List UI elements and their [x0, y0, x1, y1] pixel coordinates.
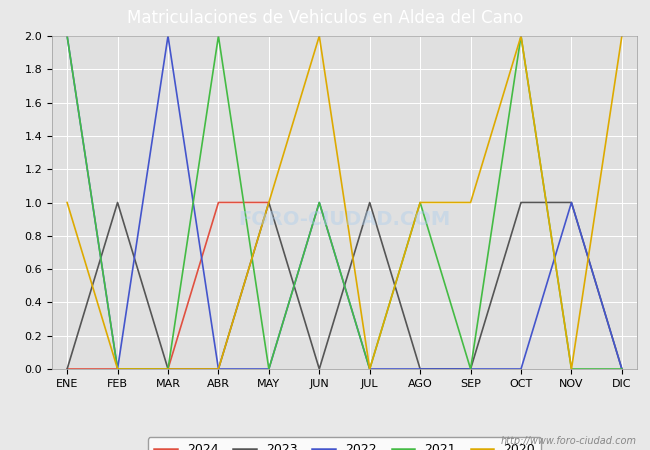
2020 [467, 200, 474, 205]
2024 [214, 200, 222, 205]
2020 [618, 33, 626, 39]
2024 [63, 366, 71, 372]
2024 [114, 366, 122, 372]
2020 [214, 366, 222, 372]
2023 [618, 366, 626, 372]
2021 [265, 366, 273, 372]
2020 [567, 366, 575, 372]
2022 [517, 366, 525, 372]
2021 [315, 200, 323, 205]
2023 [164, 366, 172, 372]
2022 [114, 366, 122, 372]
2023 [265, 200, 273, 205]
2021 [467, 366, 474, 372]
2021 [63, 33, 71, 39]
2021 [214, 33, 222, 39]
2024 [164, 366, 172, 372]
Legend: 2024, 2023, 2022, 2021, 2020: 2024, 2023, 2022, 2021, 2020 [148, 437, 541, 450]
2022 [164, 33, 172, 39]
Line: 2024: 2024 [67, 202, 269, 369]
2022 [265, 366, 273, 372]
Text: Matriculaciones de Vehiculos en Aldea del Cano: Matriculaciones de Vehiculos en Aldea de… [127, 9, 523, 27]
2023 [63, 366, 71, 372]
2022 [63, 33, 71, 39]
Line: 2023: 2023 [67, 202, 622, 369]
2024 [265, 200, 273, 205]
2021 [164, 366, 172, 372]
2022 [416, 366, 424, 372]
2023 [517, 200, 525, 205]
2021 [114, 366, 122, 372]
Text: FORO-CIUDAD.COM: FORO-CIUDAD.COM [239, 210, 450, 229]
Line: 2022: 2022 [67, 36, 622, 369]
2023 [567, 200, 575, 205]
2023 [467, 366, 474, 372]
2020 [366, 366, 374, 372]
2020 [315, 33, 323, 39]
2022 [618, 366, 626, 372]
2021 [618, 366, 626, 372]
2020 [416, 200, 424, 205]
2022 [467, 366, 474, 372]
2023 [416, 366, 424, 372]
2023 [315, 366, 323, 372]
2022 [366, 366, 374, 372]
2023 [366, 200, 374, 205]
2020 [63, 200, 71, 205]
2020 [114, 366, 122, 372]
Line: 2021: 2021 [67, 36, 622, 369]
2023 [114, 200, 122, 205]
2021 [567, 366, 575, 372]
Line: 2020: 2020 [67, 36, 622, 369]
Text: http://www.foro-ciudad.com: http://www.foro-ciudad.com [501, 436, 637, 446]
2021 [517, 33, 525, 39]
2021 [366, 366, 374, 372]
2022 [214, 366, 222, 372]
2022 [315, 200, 323, 205]
2023 [214, 366, 222, 372]
2021 [416, 200, 424, 205]
2022 [567, 200, 575, 205]
2020 [265, 200, 273, 205]
2020 [517, 33, 525, 39]
2020 [164, 366, 172, 372]
